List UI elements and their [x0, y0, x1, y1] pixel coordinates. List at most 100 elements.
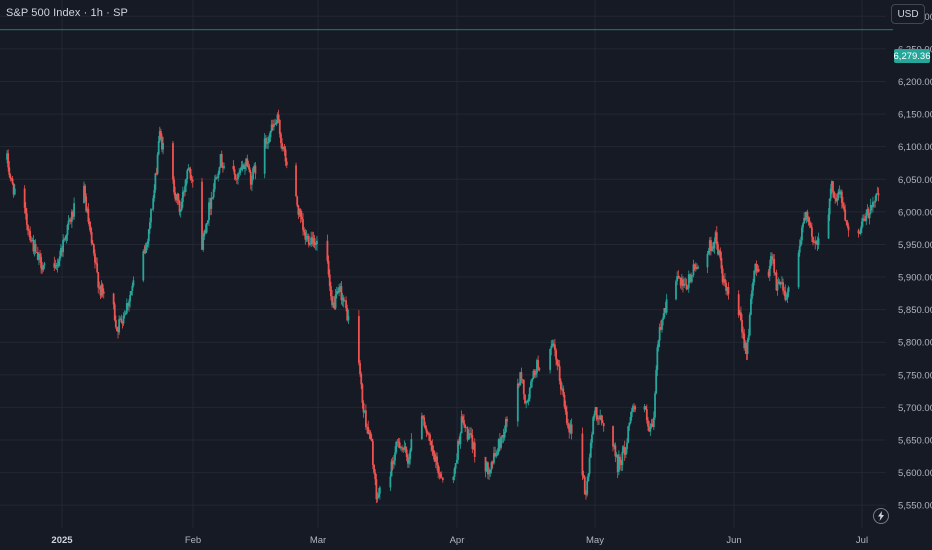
- candle-body: [497, 439, 500, 453]
- candle: [32, 235, 35, 255]
- candle: [187, 164, 190, 171]
- candle: [25, 208, 28, 231]
- candle: [249, 170, 252, 190]
- x-tick-label: Jul: [856, 535, 868, 546]
- candle: [458, 436, 461, 446]
- candle: [532, 369, 535, 380]
- candle-body: [684, 283, 687, 285]
- candle: [264, 135, 267, 149]
- candle-body: [644, 406, 647, 410]
- candle-body: [662, 317, 665, 320]
- candle-body: [274, 123, 277, 125]
- candle: [602, 422, 605, 432]
- candle: [92, 243, 95, 257]
- candle-body: [152, 198, 155, 210]
- candle-body: [857, 230, 860, 234]
- candle: [34, 239, 37, 255]
- candle-body: [675, 281, 677, 300]
- candle: [786, 288, 789, 303]
- candle: [857, 228, 860, 238]
- candle: [150, 208, 152, 229]
- price-axis[interactable]: 6,300.006,250.006,200.006,150.006,100.00…: [898, 12, 932, 512]
- candle: [626, 438, 628, 454]
- candle-body: [314, 244, 317, 246]
- candle: [234, 173, 237, 181]
- candle: [359, 359, 361, 377]
- lightning-bolt-icon[interactable]: [873, 508, 889, 524]
- candle-body: [488, 472, 491, 475]
- candle-body: [678, 277, 681, 279]
- candle: [341, 293, 344, 307]
- candle-body: [239, 170, 242, 173]
- candle-body: [785, 298, 788, 300]
- currency-button[interactable]: USD: [891, 4, 925, 24]
- candle-body: [495, 454, 498, 457]
- candle: [65, 233, 68, 244]
- candle: [326, 234, 329, 264]
- candle-body: [28, 230, 30, 232]
- candle: [220, 150, 223, 168]
- candle: [538, 367, 541, 372]
- candle-body: [502, 435, 505, 438]
- candle: [663, 307, 666, 320]
- candle: [87, 203, 90, 225]
- candle: [180, 197, 183, 211]
- candle-body: [235, 178, 238, 180]
- candle: [756, 264, 759, 273]
- candle: [583, 475, 586, 495]
- candle-body: [718, 250, 721, 255]
- candle: [410, 433, 413, 452]
- candle-body: [865, 212, 868, 221]
- candle-body: [30, 239, 33, 241]
- candle-body: [39, 253, 41, 257]
- candle-body: [429, 434, 431, 441]
- candle: [36, 246, 39, 261]
- candle: [390, 458, 393, 477]
- candle: [307, 233, 310, 248]
- candle-body: [634, 406, 637, 410]
- candle: [592, 415, 595, 435]
- candle-body: [746, 340, 749, 355]
- candle-body: [340, 286, 343, 301]
- candle: [621, 445, 624, 472]
- candle-body: [296, 196, 299, 206]
- candle-body: [677, 275, 680, 279]
- candle: [519, 371, 522, 386]
- candle-body: [696, 267, 698, 269]
- candle: [586, 476, 589, 497]
- candle-body: [396, 441, 399, 443]
- candle-body: [36, 252, 39, 260]
- candle: [423, 414, 426, 428]
- candle: [357, 310, 360, 366]
- candle: [304, 228, 307, 245]
- candle: [95, 256, 97, 265]
- time-axis[interactable]: 2025 Feb Mar Apr May Jun Jul: [51, 535, 868, 546]
- candle-body: [307, 235, 310, 245]
- candle: [494, 446, 496, 458]
- candle-body: [420, 415, 423, 440]
- candle: [222, 162, 224, 173]
- candle: [191, 176, 194, 188]
- candle: [362, 400, 365, 418]
- candle: [565, 405, 568, 426]
- candle-body: [772, 259, 774, 260]
- candle-body: [153, 189, 156, 199]
- candle-body: [714, 232, 717, 242]
- candle: [91, 240, 94, 246]
- candle-body: [98, 286, 101, 288]
- candle: [526, 399, 529, 404]
- candle-body: [7, 153, 10, 168]
- candle-body: [596, 418, 599, 420]
- candle: [313, 234, 316, 249]
- candle-body: [252, 168, 254, 179]
- candle-body: [562, 388, 565, 395]
- candle: [280, 131, 282, 149]
- candle-body: [145, 244, 148, 247]
- candle-body: [406, 456, 409, 464]
- candle: [283, 143, 286, 156]
- candle: [340, 281, 343, 305]
- candle: [537, 355, 540, 372]
- candle: [398, 438, 401, 449]
- candle: [743, 328, 746, 351]
